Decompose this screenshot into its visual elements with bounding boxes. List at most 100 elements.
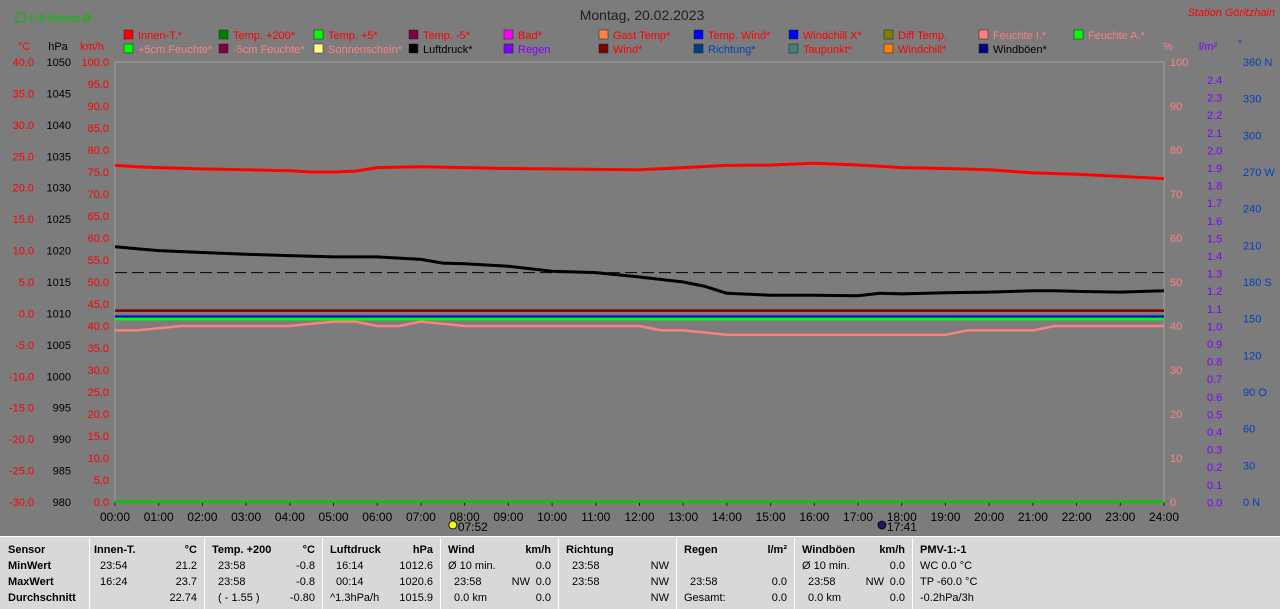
- legend-label: Innen-T.*: [138, 30, 183, 42]
- temp-tick: 30.0: [13, 120, 34, 132]
- legend-swatch: [693, 29, 704, 40]
- legend-label: Sonnenschein*: [328, 44, 403, 56]
- pmv-max-val: TP -60.0 °C: [920, 576, 978, 588]
- time-tick: 08:00: [450, 510, 480, 524]
- wind-tick: 45.0: [88, 299, 109, 311]
- rain-tick: 2.2: [1207, 110, 1222, 122]
- luftdruck-avg-val: 1015.9: [399, 592, 433, 604]
- stats-col-wind: Wind km/h Ø 10 min. 0.0 23:58 NW 0.0 0.0…: [441, 537, 559, 609]
- pressure-tick: 1000: [47, 371, 71, 383]
- wind-tick: 95.0: [88, 79, 109, 91]
- stats-col-labels: Sensor MinWert MaxWert Durchschnitt: [0, 537, 90, 609]
- wind-tick: 75.0: [88, 167, 109, 179]
- temp-tick: 15.0: [13, 214, 34, 226]
- wind-tick: 10.0: [88, 453, 109, 465]
- avg-toggle[interactable]: 0.8 Monat-Ø: [15, 12, 92, 25]
- legend-label: Windböen*: [993, 44, 1048, 56]
- unit-pressure: hPa: [48, 41, 68, 53]
- pmv-avg-val: -0.2hPa/3h: [920, 592, 974, 604]
- time-tick: 23:00: [1105, 510, 1135, 524]
- legend-label: Temp. Wind*: [708, 30, 771, 42]
- wind-tick: 90.0: [88, 101, 109, 113]
- innen-max-time: 16:24: [100, 576, 128, 588]
- legend-swatch: [218, 43, 229, 54]
- temp-tick: 10.0: [13, 246, 34, 258]
- regen-title: Regen: [684, 544, 718, 556]
- temp200-unit: °C: [302, 544, 315, 556]
- legend-swatch: [598, 43, 609, 54]
- time-tick: 06:00: [362, 510, 392, 524]
- time-tick: 24:00: [1149, 510, 1179, 524]
- rain-tick: 2.4: [1207, 75, 1222, 87]
- legend-label: Feuchte A.*: [1088, 30, 1146, 42]
- temp200-max-val: -0.8: [296, 576, 315, 588]
- richtung-max-time: 23:58: [572, 576, 600, 588]
- wind-max-val: 0.0: [535, 576, 551, 588]
- unit-direction: °: [1238, 39, 1242, 51]
- chart-title: Montag, 20.02.2023: [580, 7, 705, 23]
- pressure-tick: 1045: [47, 88, 71, 100]
- wind-tick: 15.0: [88, 431, 109, 443]
- left-axes: 40.0 35.0 30.0 25.0 20.0 15.0 10.0 5.0 0.0 -5.0 -1…: [9, 57, 109, 509]
- humidity-tick: 50: [1170, 277, 1182, 289]
- sunset-icon: [877, 520, 887, 530]
- direction-tick: 210: [1243, 240, 1261, 252]
- stats-col-temp200: Temp. +200 °C 23:58 -0.8 23:58 -0.8 ( - …: [205, 537, 323, 609]
- rain-tick: 0.6: [1207, 392, 1222, 404]
- windboeen-avg-val: 0.0: [889, 592, 905, 604]
- humidity-tick: 100: [1170, 57, 1188, 69]
- humidity-tick: 40: [1170, 321, 1182, 333]
- humidity-tick: 20: [1170, 409, 1182, 421]
- temp-tick: 35.0: [13, 88, 34, 100]
- legend-swatch: [313, 43, 324, 54]
- time-tick: 15:00: [756, 510, 786, 524]
- luftdruck-title: Luftdruck: [330, 544, 381, 556]
- rain-tick: 1.2: [1207, 286, 1222, 298]
- sunrise-icon: [448, 520, 458, 530]
- rain-tick: 1.7: [1207, 198, 1222, 210]
- legend-swatch: [978, 29, 989, 40]
- wind-tick: 55.0: [88, 255, 109, 267]
- wind-tick: 35.0: [88, 343, 109, 355]
- rain-tick: 2.1: [1207, 128, 1222, 140]
- stats-label-max: MaxWert: [8, 576, 54, 588]
- richtung-min-time: 23:58: [572, 560, 600, 572]
- windboeen-avg-extra: 0.0 km: [808, 592, 842, 604]
- innen-avg-val: 22.74: [169, 592, 197, 604]
- legend-label: Luftdruck*: [423, 44, 473, 56]
- temp-tick: -5.0: [15, 340, 34, 352]
- regen-unit: l/m²: [767, 544, 787, 556]
- time-tick: 12:00: [624, 510, 654, 524]
- wind-tick: 20.0: [88, 409, 109, 421]
- wind-tick: 40.0: [88, 321, 109, 333]
- wind-max-dir: NW: [511, 576, 530, 588]
- legend-label: Feuchte I.*: [993, 30, 1047, 42]
- right-axes: 10090807060504030201002.42.32.22.12.01.9…: [1170, 57, 1275, 509]
- temp-tick: 20.0: [13, 183, 34, 195]
- pressure-tick: 1050: [47, 57, 71, 69]
- regen-max-val: 0.0: [771, 576, 787, 588]
- richtung-title: Richtung: [566, 544, 614, 556]
- stats-col-windboeen: Windböen km/h Ø 10 min. 0.0 23:58 NW 0.0…: [795, 537, 913, 609]
- richtung-max-val: NW: [650, 576, 669, 588]
- humidity-tick: 10: [1170, 453, 1182, 465]
- direction-tick: 30: [1243, 460, 1255, 472]
- humidity-tick: 90: [1170, 101, 1182, 113]
- rain-tick: 1.3: [1207, 269, 1222, 281]
- wind-tick: 30.0: [88, 365, 109, 377]
- regen-max-time: 23:58: [690, 576, 718, 588]
- temp200-title: Temp. +200: [212, 544, 272, 556]
- time-tick: 07:00: [406, 510, 436, 524]
- innen-unit: °C: [184, 544, 197, 556]
- unit-rain: l/m²: [1199, 41, 1218, 53]
- windboeen-max-time: 23:58: [808, 576, 836, 588]
- wind-min-time: Ø 10 min.: [448, 560, 496, 572]
- regen-avg-val: 0.0: [771, 592, 787, 604]
- series-lines: [114, 161, 1165, 503]
- legend-label: Temp. +200*: [233, 30, 296, 42]
- temp-tick: 40.0: [13, 57, 34, 69]
- legend-swatch: [408, 29, 419, 40]
- luftdruck-avg-extra: ^1.3hPa/h: [330, 592, 380, 604]
- wind-tick: 100.0: [81, 57, 109, 69]
- rain-tick: 1.9: [1207, 163, 1222, 175]
